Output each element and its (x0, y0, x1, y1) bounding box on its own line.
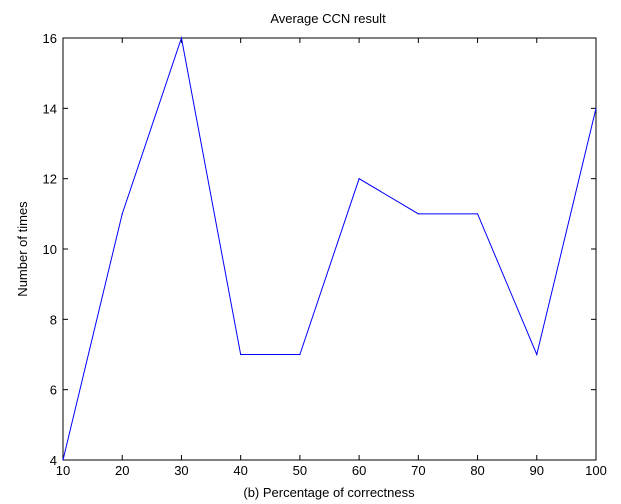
plot-frame (62, 37, 597, 461)
y-tick-label: 16 (43, 31, 57, 46)
data-point (417, 213, 419, 215)
data-point (180, 37, 183, 39)
x-tick-label: 80 (470, 463, 484, 478)
x-tick-label: 20 (115, 463, 129, 478)
y-axis-title: Number of times (15, 201, 30, 297)
data-point (536, 353, 538, 356)
x-tick-label: 60 (352, 463, 366, 478)
y-tick-label: 6 (50, 383, 57, 398)
y-tick-label: 8 (50, 312, 57, 327)
y-tick-label: 10 (43, 242, 57, 257)
data-point (121, 213, 123, 215)
chart-title: Average CCN result (270, 11, 386, 26)
x-tick-label: 70 (411, 463, 425, 478)
data-point (358, 178, 360, 180)
x-tick-label: 10 (56, 463, 70, 478)
data-point (476, 213, 479, 215)
y-tick-label: 12 (43, 172, 57, 187)
data-point (299, 353, 301, 356)
data-point (62, 459, 64, 461)
y-tick-label: 4 (50, 453, 57, 468)
x-tick-label: 30 (174, 463, 188, 478)
data-point (595, 107, 597, 109)
x-tick-label: 90 (530, 463, 544, 478)
series-layer (62, 36, 597, 461)
x-tick-label: 40 (233, 463, 247, 478)
axis-ticks: 10 20 30 40 50 60 70 80 90 100 4 6 8 10 12 14 16 (43, 31, 607, 478)
series-line (62, 36, 597, 461)
y-tick-label: 14 (43, 101, 57, 116)
data-point (240, 353, 242, 356)
x-axis-title: (b) Percentage of correctness (243, 485, 415, 500)
x-tick-label: 50 (293, 463, 307, 478)
x-tick-label: 100 (585, 463, 607, 478)
